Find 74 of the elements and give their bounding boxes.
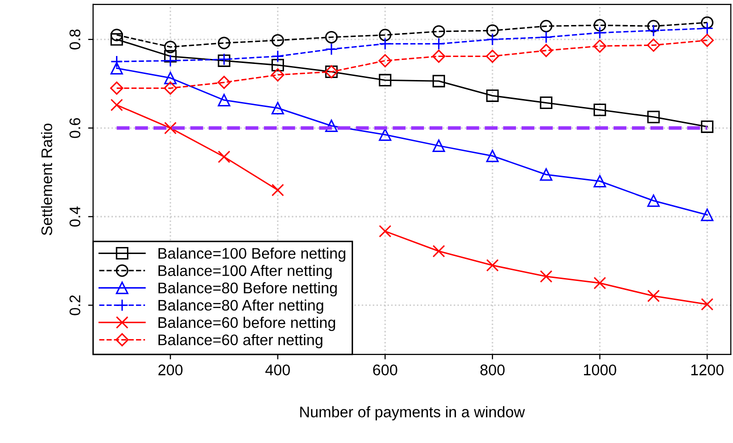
legend-label: Balance=80 After netting [158, 299, 324, 314]
point [110, 82, 124, 95]
x-tick-label: 1000 [584, 364, 616, 376]
point [164, 82, 177, 95]
point [486, 259, 499, 272]
point [540, 96, 552, 110]
point [594, 276, 606, 290]
point [217, 76, 231, 89]
legend-label: Balance=100 Before netting [158, 248, 346, 262]
point [378, 54, 392, 68]
point [540, 44, 553, 58]
legend-label: Balance=80 Before netting [158, 282, 337, 296]
point [486, 24, 499, 37]
point [432, 139, 446, 152]
point [540, 270, 552, 283]
legend-label: Balance=100 After netting [158, 264, 332, 280]
point [218, 36, 230, 50]
point [594, 19, 606, 32]
point [218, 94, 230, 106]
point [271, 184, 284, 196]
point [540, 20, 552, 32]
point [486, 150, 499, 162]
point [593, 39, 606, 53]
point [325, 120, 338, 132]
legend-label: Balance=60 after netting [158, 334, 322, 348]
point [110, 62, 123, 74]
x-tick-label: 1200 [691, 364, 724, 376]
x-tick-label: 800 [480, 364, 505, 376]
point [325, 30, 338, 44]
point [700, 120, 714, 133]
y-tick-label: 0.8 [70, 29, 80, 50]
point [540, 168, 552, 181]
point [164, 40, 177, 54]
y-tick-label: 0.4 [70, 206, 80, 227]
x-tick-label: 200 [158, 364, 183, 376]
point [594, 104, 606, 116]
point [378, 128, 392, 141]
point [432, 25, 446, 38]
x-tick-label: 400 [265, 364, 290, 376]
y-tick-label: 0.6 [70, 118, 80, 138]
y-tick-label: 0.2 [70, 295, 80, 316]
point [486, 50, 500, 63]
point [647, 110, 660, 124]
point [164, 72, 177, 84]
point [700, 16, 714, 29]
point [164, 50, 177, 63]
point [647, 20, 660, 32]
x-axis-title: Number of payments in a window [300, 406, 525, 420]
point [594, 174, 606, 188]
point [647, 290, 660, 302]
point [110, 98, 123, 112]
point [647, 194, 660, 207]
point [271, 102, 284, 114]
point [271, 68, 284, 82]
point [378, 28, 392, 42]
point [378, 224, 392, 238]
legend-label: Balance=60 before netting [158, 316, 336, 331]
x-tick-label: 600 [373, 364, 398, 376]
point [646, 38, 660, 52]
point [110, 28, 123, 42]
point [700, 34, 714, 47]
point [218, 150, 230, 164]
point [700, 208, 714, 222]
point [110, 33, 123, 46]
point [271, 34, 284, 47]
point [432, 244, 446, 258]
point [486, 89, 499, 102]
point [700, 298, 714, 311]
point [432, 50, 446, 63]
point [378, 74, 392, 86]
y-axis-title: Settlement Ratio [40, 124, 52, 236]
point [432, 74, 446, 88]
point [271, 58, 284, 72]
point [164, 122, 177, 134]
